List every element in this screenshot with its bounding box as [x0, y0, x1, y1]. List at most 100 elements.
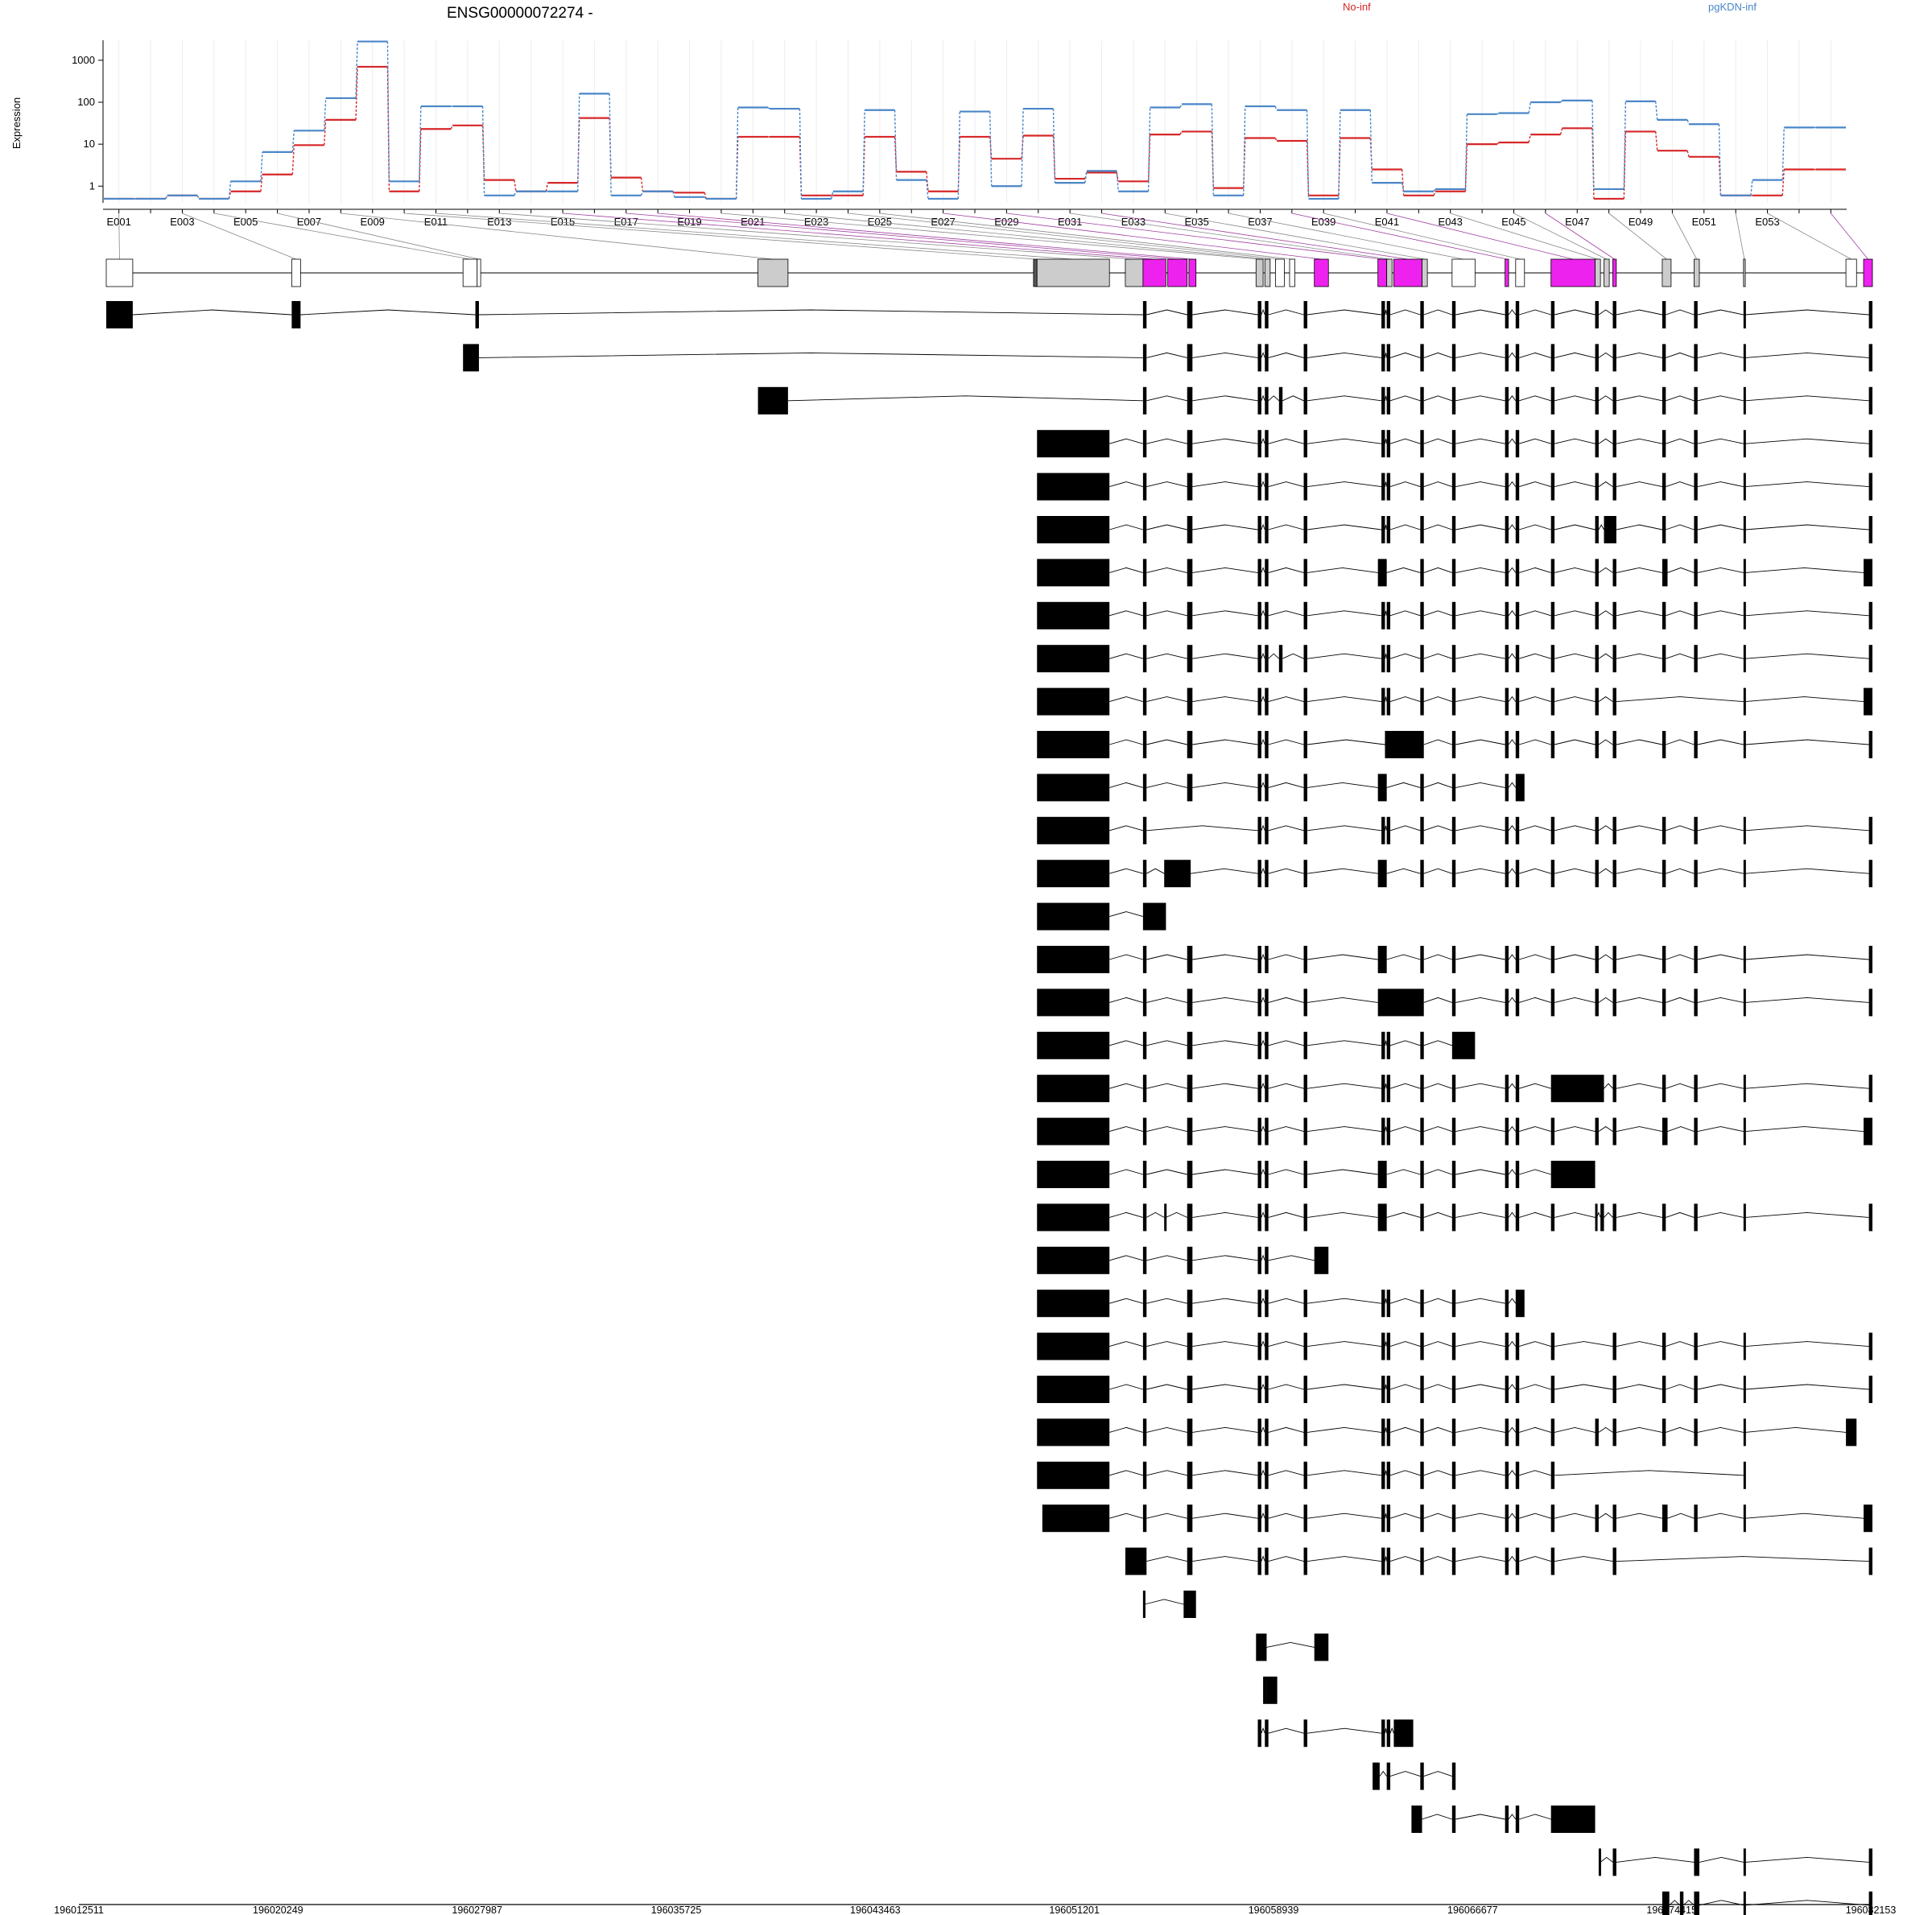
transcript-exon: [1662, 601, 1666, 629]
transcript-exon: [1420, 1504, 1424, 1533]
transcript-exon: [1037, 645, 1110, 673]
exon-connector: [118, 213, 120, 260]
transcript-exon: [1037, 902, 1110, 931]
expression-connector: [831, 191, 834, 200]
intron-line: [1697, 739, 1744, 745]
intron-line: [1455, 739, 1505, 745]
intron-line: [1697, 997, 1744, 1003]
transcript-exon: [1420, 1376, 1424, 1403]
gene-model-exon: [1422, 258, 1428, 287]
intron-line: [1389, 1126, 1421, 1133]
intron-line: [1268, 954, 1304, 960]
intron-line: [1261, 652, 1265, 659]
intron-line: [1669, 1900, 1681, 1906]
expression-connector: [577, 93, 580, 192]
transcript-exon: [1743, 816, 1746, 844]
transcript-exon: [1373, 1762, 1380, 1790]
intron-line: [1268, 1556, 1304, 1562]
transcript-exon: [1386, 601, 1391, 629]
transcript-exon: [1505, 559, 1509, 587]
transcript-exon: [1612, 946, 1616, 973]
transcript-exon: [1451, 1504, 1456, 1533]
intron-line: [1261, 824, 1265, 831]
transcript-exon: [1303, 301, 1307, 328]
intron-line: [1519, 1384, 1551, 1390]
transcript-exon: [1187, 774, 1193, 802]
transcript-exon: [1515, 774, 1525, 802]
transcript-exon: [1037, 816, 1110, 844]
transcript-exon: [1550, 1806, 1596, 1833]
intron-line: [1519, 309, 1551, 316]
transcript-exon: [1187, 301, 1193, 328]
intron-line: [1744, 1384, 1869, 1390]
intron-line: [1109, 1513, 1144, 1519]
intron-line: [1389, 1298, 1421, 1304]
intron-line: [1508, 352, 1517, 358]
transcript-exon: [1550, 1504, 1555, 1533]
intron-line: [1146, 309, 1187, 316]
transcript-exon: [1612, 860, 1616, 888]
transcript-exon: [1386, 687, 1391, 716]
transcript-exon: [1257, 1719, 1261, 1748]
intron-line: [1554, 1211, 1596, 1218]
intron-line: [1519, 1556, 1551, 1562]
intron-line: [1744, 567, 1864, 573]
transcript-exon: [1505, 1504, 1509, 1533]
transcript-exon: [1694, 1203, 1698, 1232]
intron-line: [1166, 1211, 1187, 1218]
exon-connector: [1323, 213, 1521, 260]
intron-line: [1146, 1211, 1165, 1218]
transcript-exon: [1265, 1290, 1269, 1318]
transcript-exon: [291, 301, 301, 328]
intron-line: [1307, 739, 1385, 745]
intron-line: [1423, 1211, 1452, 1218]
transcript-exon: [1142, 1376, 1147, 1403]
intron-line: [1268, 567, 1304, 573]
expression-connector: [1686, 119, 1690, 125]
intron-line: [1268, 524, 1304, 530]
intron-line: [1307, 395, 1382, 402]
intron-line: [1616, 825, 1663, 832]
intron-line: [1146, 1083, 1187, 1089]
intron-line: [1598, 309, 1613, 316]
intron-line: [1192, 1470, 1258, 1476]
transcript-exon: [1868, 1891, 1872, 1915]
intron-line: [1508, 567, 1517, 573]
transcript-exon: [1257, 430, 1261, 458]
transcript-exon: [1515, 1806, 1520, 1833]
intron-line: [1389, 1727, 1394, 1734]
intron-line: [1554, 352, 1596, 358]
intron-line: [1385, 1728, 1388, 1734]
transcript-exon: [1381, 473, 1385, 501]
intron-line: [1268, 1470, 1304, 1476]
intron-line: [1519, 1211, 1551, 1218]
transcript-exon: [1515, 645, 1520, 673]
transcript-exon: [1142, 559, 1147, 587]
transcript-exon: [1595, 344, 1599, 372]
transcript-exon: [1662, 301, 1666, 328]
intron-line: [1423, 1556, 1452, 1562]
intron-line: [1261, 867, 1265, 874]
intron-line: [1191, 868, 1258, 874]
intron-line: [1423, 653, 1452, 659]
transcript-exon: [1037, 473, 1110, 501]
intron-line: [1616, 1426, 1663, 1433]
transcript-exon: [1303, 559, 1307, 587]
expression-connector: [1052, 109, 1056, 184]
intron-line: [1146, 567, 1187, 573]
transcript-exon: [1515, 559, 1520, 587]
exon-connector: [182, 213, 297, 260]
intron-line: [1519, 653, 1551, 659]
transcript-exon: [1743, 301, 1746, 328]
transcript-exon: [1743, 1461, 1746, 1489]
transcript-exon: [1451, 559, 1456, 587]
transcript-exon: [1595, 860, 1599, 888]
transcript-exon: [1142, 1504, 1147, 1533]
transcript-exon: [1694, 1891, 1699, 1915]
y-tick-label: 1: [89, 180, 95, 192]
expression-connector: [165, 195, 168, 200]
intron-line: [1744, 309, 1869, 316]
intron-line: [1423, 1298, 1452, 1304]
transcript-exon: [1265, 1461, 1269, 1489]
transcript-exon: [1451, 516, 1456, 543]
